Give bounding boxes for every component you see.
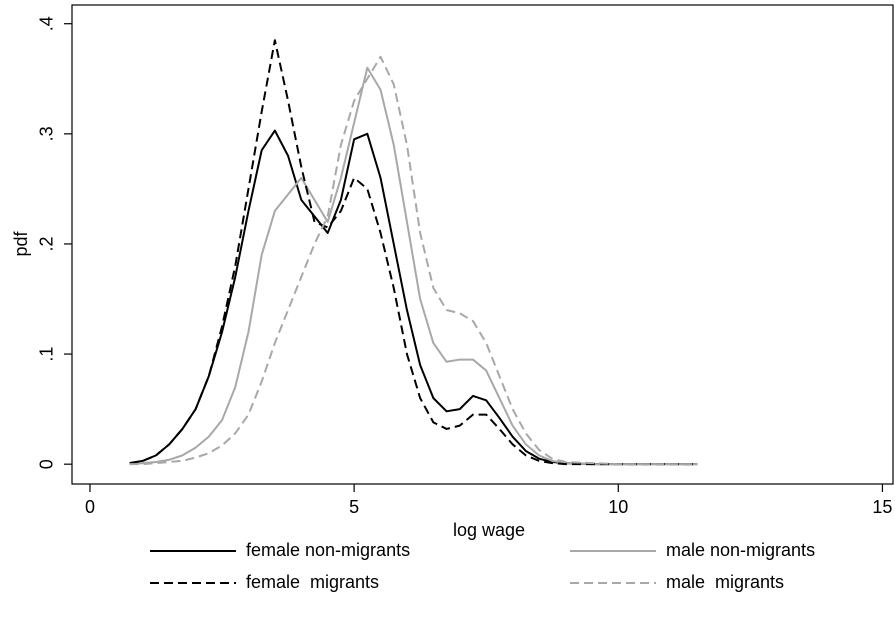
- y-tick-label: .1: [37, 347, 57, 362]
- series-line: [129, 55, 698, 466]
- y-tick-label: .4: [37, 16, 57, 31]
- x-tick-label: 5: [349, 497, 359, 517]
- series-line: [129, 66, 698, 466]
- y-axis-label: pdf: [11, 230, 31, 256]
- y-tick-label: .2: [37, 236, 57, 251]
- x-tick-label: 15: [872, 497, 892, 517]
- legend-label: male non-migrants: [666, 540, 815, 560]
- series-line: [129, 129, 698, 466]
- y-tick-label: .3: [37, 126, 57, 141]
- legend-label: female non-migrants: [246, 540, 410, 560]
- legend-label: female migrants: [246, 572, 379, 592]
- x-tick-label: 0: [85, 497, 95, 517]
- legend-label: male migrants: [666, 572, 784, 592]
- series-line: [129, 39, 698, 466]
- y-tick-label: 0: [37, 459, 57, 469]
- x-tick-label: 10: [608, 497, 628, 517]
- x-axis-label: log wage: [453, 520, 525, 540]
